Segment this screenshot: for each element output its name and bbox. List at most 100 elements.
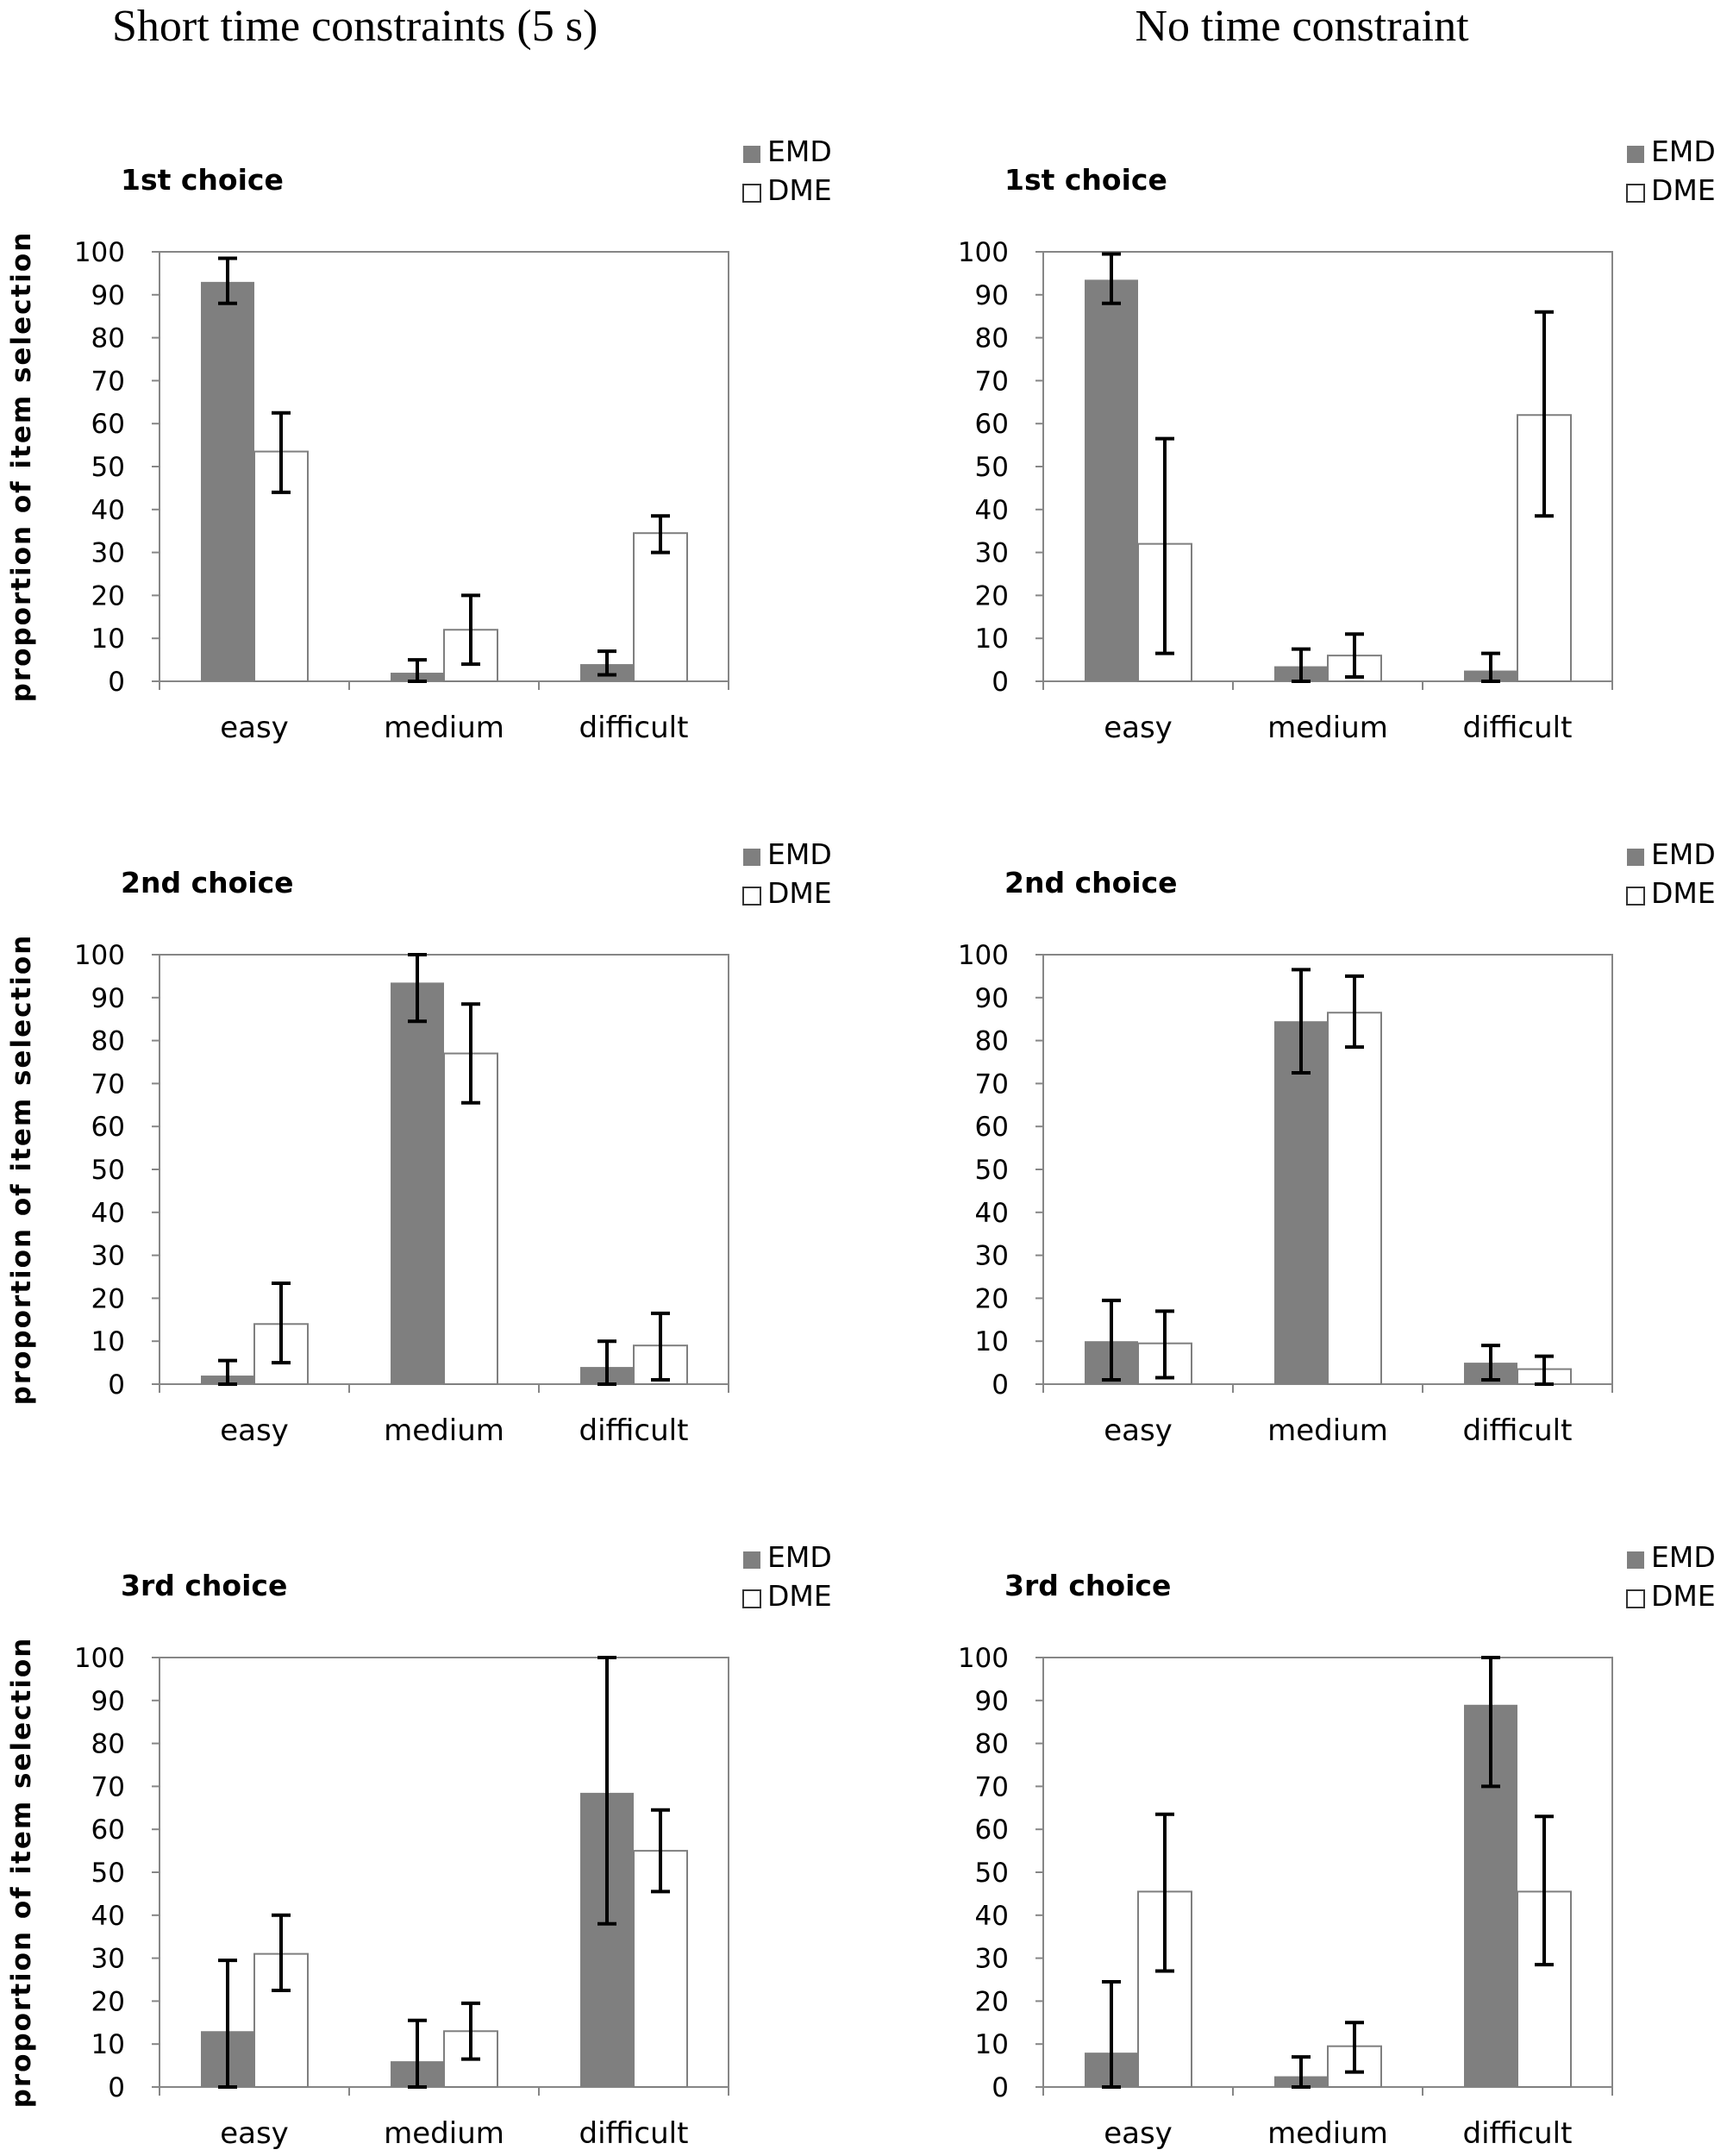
y-tick-label: 70 [91, 1771, 125, 1802]
y-tick-label: 100 [74, 940, 125, 971]
y-tick-label: 0 [108, 1369, 125, 1401]
x-category-label: easy [220, 2116, 289, 2151]
y-tick-label: 60 [91, 409, 125, 440]
y-tick-label: 40 [975, 495, 1009, 526]
y-tick-label: 80 [975, 323, 1009, 354]
y-axis-label: proportion of item selection [6, 231, 37, 703]
x-category-label: medium [384, 1413, 504, 1448]
y-tick-label: 70 [975, 1771, 1009, 1802]
y-tick-label: 30 [91, 1944, 125, 1975]
chart-1-1: 0 10 20 30 40 50 60 70 80 90 100 easy medium difficul… [958, 837, 1716, 1448]
legend-swatch-emd [1627, 849, 1644, 866]
legend-label-emd: EMD [1651, 837, 1716, 871]
column-title-short-time: Short time constraints (5 s) [112, 2, 598, 51]
legend-label-emd: EMD [767, 135, 832, 168]
y-axis-label: proportion of item selection [6, 934, 37, 1406]
chart-0-0: 0 10 20 30 40 50 60 70 80 90 100 easy medium difficul… [6, 135, 832, 745]
legend-swatch-emd [743, 1551, 760, 1569]
x-category-label: easy [220, 711, 289, 745]
y-tick-label: 70 [91, 1069, 125, 1100]
y-tick-label: 60 [975, 1112, 1009, 1143]
legend-label-emd: EMD [767, 1540, 832, 1574]
y-tick-label: 100 [958, 940, 1009, 971]
y-tick-label: 40 [975, 1198, 1009, 1229]
y-tick-label: 20 [91, 1283, 125, 1314]
x-category-label: medium [1267, 2116, 1388, 2151]
y-tick-label: 0 [108, 667, 125, 698]
y-tick-label: 50 [91, 452, 125, 483]
y-axis-label: proportion of item selection [6, 1637, 37, 2109]
y-tick-label: 50 [91, 1155, 125, 1186]
x-category-label: difficult [579, 1413, 689, 1448]
legend-swatch-emd [1627, 146, 1644, 163]
y-tick-label: 90 [91, 280, 125, 311]
y-tick-label: 50 [975, 1155, 1009, 1186]
legend-label-dme: DME [767, 876, 832, 910]
y-tick-label: 60 [975, 409, 1009, 440]
legend-swatch-emd [743, 146, 760, 163]
chart-title: 1st choice [121, 163, 284, 197]
y-tick-label: 20 [975, 1986, 1009, 2017]
legend-swatch-dme [1626, 1589, 1645, 1608]
y-tick-label: 40 [91, 1901, 125, 1932]
x-category-label: difficult [579, 711, 689, 745]
legend-label-dme: DME [1651, 173, 1716, 207]
legend-swatch-dme [742, 184, 761, 203]
y-tick-label: 10 [975, 2029, 1009, 2060]
y-tick-label: 50 [975, 452, 1009, 483]
y-tick-label: 60 [975, 1814, 1009, 1846]
y-tick-label: 20 [91, 580, 125, 611]
y-tick-label: 0 [992, 1369, 1009, 1401]
column-title-no-time: No time constraint [1135, 2, 1469, 51]
bar-dme-medium [443, 1052, 498, 1385]
y-tick-label: 70 [91, 366, 125, 397]
legend-label-dme: DME [1651, 876, 1716, 910]
chart-0-2: 0 10 20 30 40 50 60 70 80 90 100 easy medium difficul… [6, 1540, 832, 2151]
y-tick-label: 30 [91, 538, 125, 569]
y-tick-label: 0 [992, 667, 1009, 698]
bar-emd-medium [1274, 1021, 1328, 1384]
chart-title: 3rd choice [1004, 1569, 1171, 1602]
legend-label-dme: DME [767, 1579, 832, 1613]
legend-swatch-emd [1627, 1551, 1644, 1569]
y-tick-label: 80 [91, 1026, 125, 1057]
chart-1-0: 0 10 20 30 40 50 60 70 80 90 100 easy medium difficul… [958, 135, 1716, 745]
legend-swatch-dme [742, 1589, 761, 1608]
bar-emd-easy [201, 281, 254, 681]
y-tick-label: 100 [74, 237, 125, 268]
y-tick-label: 10 [91, 2029, 125, 2060]
y-tick-label: 80 [91, 1729, 125, 1760]
y-tick-label: 100 [958, 237, 1009, 268]
x-category-label: medium [1267, 1413, 1388, 1448]
chart-title: 1st choice [1004, 163, 1167, 197]
legend-label-emd: EMD [1651, 135, 1716, 168]
y-tick-label: 70 [975, 1069, 1009, 1100]
bar-dme-difficult [633, 532, 688, 682]
x-category-label: easy [1104, 711, 1173, 745]
x-category-label: medium [1267, 711, 1388, 745]
y-tick-label: 10 [975, 1326, 1009, 1357]
y-tick-label: 60 [91, 1814, 125, 1846]
chart-title: 2nd choice [1004, 866, 1178, 899]
y-tick-label: 40 [975, 1901, 1009, 1932]
chart-0-1: 0 10 20 30 40 50 60 70 80 90 100 easy medium difficul… [6, 837, 832, 1448]
y-tick-label: 30 [91, 1241, 125, 1272]
y-tick-label: 30 [975, 1944, 1009, 1975]
y-tick-label: 0 [992, 2072, 1009, 2103]
legend-label-dme: DME [1651, 1579, 1716, 1613]
y-tick-label: 20 [91, 1986, 125, 2017]
chart-title: 3rd choice [121, 1569, 287, 1602]
y-tick-label: 100 [74, 1643, 125, 1674]
y-tick-label: 50 [975, 1858, 1009, 1889]
x-category-label: difficult [1463, 1413, 1573, 1448]
y-tick-label: 20 [975, 1283, 1009, 1314]
y-tick-label: 40 [91, 1198, 125, 1229]
y-tick-label: 80 [975, 1026, 1009, 1057]
y-tick-label: 80 [91, 323, 125, 354]
legend-swatch-dme [1626, 184, 1645, 203]
legend-swatch-dme [1626, 887, 1645, 906]
y-tick-label: 80 [975, 1729, 1009, 1760]
legend-swatch-emd [743, 849, 760, 866]
y-tick-label: 90 [975, 280, 1009, 311]
